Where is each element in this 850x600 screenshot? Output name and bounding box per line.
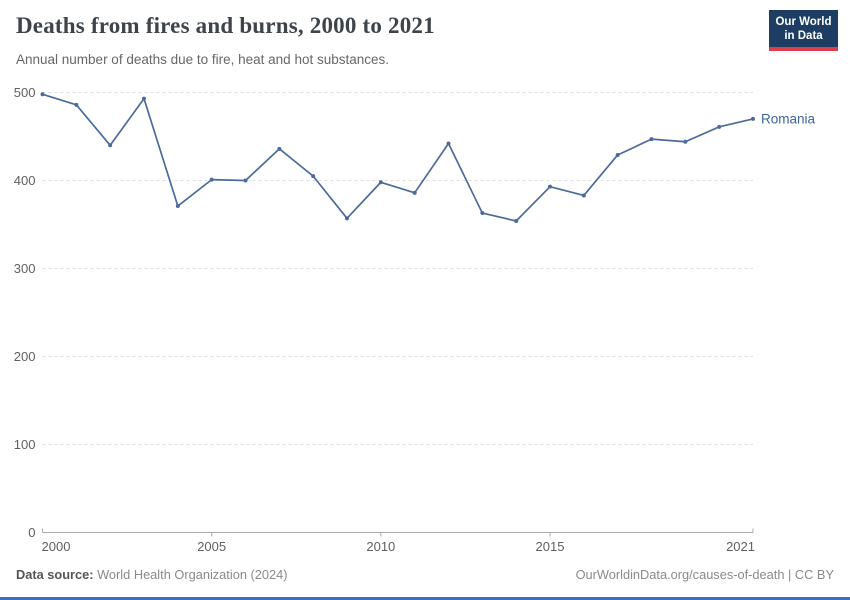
- chart-title: Deaths from fires and burns, 2000 to 202…: [16, 13, 435, 38]
- x-tick-label: 2000: [42, 539, 71, 554]
- data-point[interactable]: [243, 178, 248, 183]
- data-point[interactable]: [717, 124, 722, 129]
- data-point[interactable]: [412, 190, 417, 195]
- credit-link[interactable]: OurWorldinData.org/causes-of-death | CC …: [575, 567, 834, 582]
- data-point[interactable]: [175, 204, 180, 209]
- data-point[interactable]: [649, 137, 654, 142]
- data-point[interactable]: [751, 116, 755, 121]
- y-tick-label: 400: [14, 173, 36, 188]
- owid-logo[interactable]: Our World in Data: [769, 10, 838, 51]
- data-point[interactable]: [108, 143, 113, 148]
- owid-logo-line2: in Data: [784, 30, 823, 42]
- data-point[interactable]: [40, 92, 45, 97]
- series-line: [41, 93, 754, 222]
- x-tick-label: 2010: [366, 539, 395, 554]
- owid-logo-line1: Our World: [775, 16, 832, 28]
- data-point[interactable]: [311, 174, 316, 179]
- x-tick-label: 2015: [536, 539, 565, 554]
- data-point[interactable]: [209, 177, 214, 182]
- data-point[interactable]: [446, 141, 451, 146]
- y-tick-label: 200: [14, 349, 36, 364]
- x-tick-label: 2005: [197, 539, 226, 554]
- series-end-label: Romania: [761, 111, 816, 126]
- data-point[interactable]: [277, 146, 282, 151]
- data-point[interactable]: [581, 193, 586, 198]
- data-point[interactable]: [480, 211, 485, 216]
- data-point[interactable]: [142, 96, 146, 101]
- data-source-value: World Health Organization (2024): [93, 567, 288, 582]
- data-point[interactable]: [548, 184, 552, 189]
- timeline-slider-bar[interactable]: [0, 597, 850, 600]
- y-tick-label: 500: [14, 85, 36, 100]
- chart-subtitle: Annual number of deaths due to fire, hea…: [16, 52, 390, 67]
- y-tick-label: 300: [14, 261, 36, 276]
- data-point[interactable]: [683, 139, 688, 144]
- y-tick-label: 100: [14, 437, 36, 452]
- data-point[interactable]: [74, 102, 79, 107]
- data-point[interactable]: [615, 152, 620, 157]
- data-point[interactable]: [378, 180, 383, 185]
- data-source-label: Data source:: [16, 567, 94, 582]
- data-source-note: Data source: World Health Organization (…: [16, 567, 287, 582]
- data-point[interactable]: [514, 218, 519, 223]
- data-point[interactable]: [345, 216, 349, 221]
- x-tick-label: 2021: [726, 539, 755, 554]
- y-tick-label: 0: [28, 525, 35, 540]
